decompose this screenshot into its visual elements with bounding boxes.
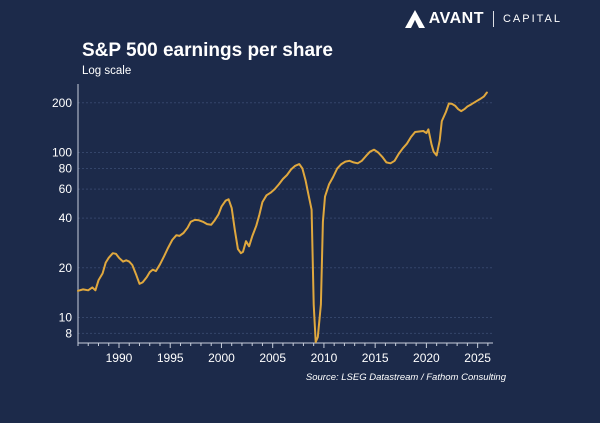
y-tick-label: 8 xyxy=(65,326,72,340)
x-tick-label: 2000 xyxy=(208,351,235,365)
eps-series-line xyxy=(77,91,488,343)
x-tick-label: 2020 xyxy=(413,351,440,365)
y-tick-label: 20 xyxy=(59,261,73,275)
brand-divider xyxy=(492,11,494,27)
avant-logo-icon xyxy=(404,10,425,28)
brand-logo: AVANT CAPITAL xyxy=(404,10,562,28)
x-tick-label: 2010 xyxy=(311,351,338,365)
x-tick-label: 2005 xyxy=(259,351,286,365)
brand-subtitle: CAPITAL xyxy=(502,13,562,25)
y-tick-label: 200 xyxy=(52,96,72,110)
y-tick-label: 60 xyxy=(59,182,73,196)
brand-name: AVANT xyxy=(428,10,484,27)
y-tick-label: 40 xyxy=(59,211,73,225)
chart-title: S&P 500 earnings per share xyxy=(82,40,333,61)
x-tick-label: 1995 xyxy=(157,351,184,365)
y-tick-label: 10 xyxy=(59,310,73,324)
y-tick-label: 80 xyxy=(59,161,73,175)
x-tick-label: 1990 xyxy=(106,351,133,365)
chart-subtitle: Log scale xyxy=(82,65,132,77)
y-tick-label: 100 xyxy=(52,145,72,159)
chart-source: Source: LSEG Datastream / Fathom Consult… xyxy=(305,372,506,383)
x-tick-label: 2015 xyxy=(362,351,389,365)
x-tick-label: 2025 xyxy=(464,351,491,365)
